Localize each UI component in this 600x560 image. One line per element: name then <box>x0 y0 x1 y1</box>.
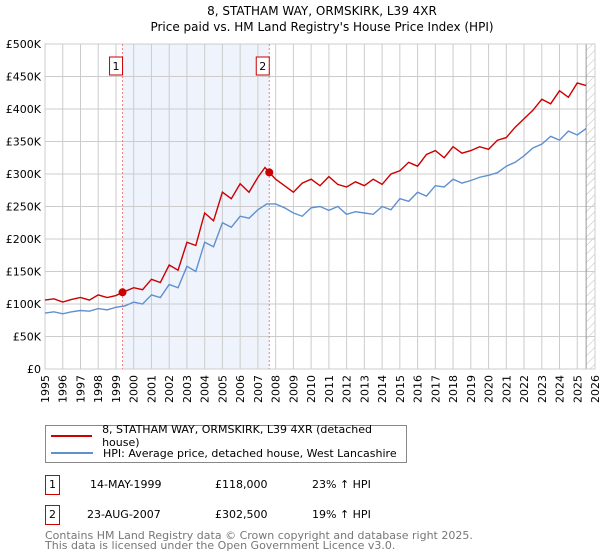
sale-date: 23-AUG-2007 <box>87 508 161 521</box>
footer: Contains HM Land Registry data © Crown c… <box>45 529 473 552</box>
sale-price: £118,000 <box>215 478 268 491</box>
x-tick-label: 2005 <box>216 375 229 403</box>
x-tick-label: 2020 <box>483 375 496 403</box>
sale-marker-box <box>109 56 124 76</box>
x-tick-label: 2007 <box>252 375 265 403</box>
sale-marker-label: 1 <box>45 475 60 495</box>
chart-subtitle: Price paid vs. HM Land Registry's House … <box>150 20 493 34</box>
legend-label: 8, STATHAM WAY, ORMSKIRK, L39 4XR (detac… <box>102 423 372 449</box>
y-tick-label: £0 <box>27 363 41 376</box>
y-tick-label: £100K <box>6 298 42 311</box>
legend: 8, STATHAM WAY, ORMSKIRK, L39 4XR (detac… <box>45 423 407 463</box>
x-tick-label: 2012 <box>341 375 354 403</box>
x-tick-label: 2004 <box>199 375 212 403</box>
x-tick-label: 1999 <box>110 375 123 403</box>
legend-swatch <box>51 452 93 454</box>
sale-row: 1 14-MAY-1999 £118,000 23% ↑ HPI <box>45 475 445 495</box>
x-tick-label: 2000 <box>128 375 141 403</box>
x-tick-label: 2016 <box>412 375 425 403</box>
y-tick-label: £500K <box>6 38 42 51</box>
x-tick-label: 2024 <box>554 375 567 403</box>
sale-hpi-diff: 19% ↑ HPI <box>312 508 371 521</box>
footer-copyright: Contains HM Land Registry data © Crown c… <box>45 529 473 542</box>
x-tick-label: 2013 <box>358 375 371 403</box>
sale-hpi-diff: 23% ↑ HPI <box>312 478 371 491</box>
x-tick-label: 2006 <box>234 375 247 403</box>
x-tick-label: 1995 <box>39 375 52 403</box>
sale-marker-label: 2 <box>259 60 266 73</box>
sale-price: £302,500 <box>215 508 268 521</box>
price-chart: 8, STATHAM WAY, ORMSKIRK, L39 4XR Price … <box>6 4 600 403</box>
legend-item-hpi: HPI: Average price, detached house, West… <box>46 445 397 461</box>
x-tick-label: 2015 <box>394 375 407 403</box>
x-tick-label: 2026 <box>589 375 600 403</box>
y-tick-label: £450K <box>6 71 42 84</box>
x-tick-label: 1997 <box>74 375 87 403</box>
x-tick-label: 2018 <box>447 375 460 403</box>
y-tick-label: £300K <box>6 168 42 181</box>
legend-label: HPI: Average price, detached house, West… <box>103 446 397 460</box>
y-tick-label: £250K <box>6 201 42 214</box>
x-tick-label: 2025 <box>571 375 584 403</box>
x-tick-label: 1996 <box>57 375 70 403</box>
x-tick-label: 2010 <box>305 375 318 403</box>
y-tick-label: £400K <box>6 103 42 116</box>
x-tick-label: 2003 <box>181 375 194 403</box>
sale-point <box>265 168 274 177</box>
x-tick-label: 2009 <box>287 375 300 403</box>
x-tick-label: 2023 <box>536 375 549 403</box>
x-tick-label: 2019 <box>465 375 478 403</box>
x-tick-label: 2008 <box>270 375 283 403</box>
hpi-line <box>44 127 587 315</box>
footer-license: This data is licensed under the Open Gov… <box>45 539 396 552</box>
sale-marker-box <box>255 56 270 76</box>
x-tick-label: 2001 <box>145 375 158 403</box>
x-tick-label: 2002 <box>163 375 176 403</box>
legend-item-property: 8, STATHAM WAY, ORMSKIRK, L39 4XR (detac… <box>46 423 406 449</box>
sale-point <box>118 288 127 297</box>
sale-marker-label: 2 <box>45 505 60 525</box>
x-tick-label: 2021 <box>500 375 513 403</box>
y-tick-label: £350K <box>6 136 42 149</box>
x-tick-label: 2022 <box>518 375 531 403</box>
x-tick-label: 2017 <box>429 375 442 403</box>
sale-row: 2 23-AUG-2007 £302,500 19% ↑ HPI <box>45 505 445 525</box>
y-tick-label: £150K <box>6 266 42 279</box>
sale-date: 14-MAY-1999 <box>90 478 162 491</box>
x-tick-label: 2014 <box>376 375 389 403</box>
y-tick-label: £50K <box>13 331 42 344</box>
legend-swatch <box>51 435 93 437</box>
x-tick-label: 2011 <box>323 375 336 403</box>
property-price-line <box>44 82 587 303</box>
y-tick-label: £200K <box>6 233 42 246</box>
sale-marker-label: 1 <box>113 60 120 73</box>
chart-title: 8, STATHAM WAY, ORMSKIRK, L39 4XR <box>207 4 437 18</box>
x-tick-label: 1998 <box>92 375 105 403</box>
plot-border <box>44 43 596 370</box>
